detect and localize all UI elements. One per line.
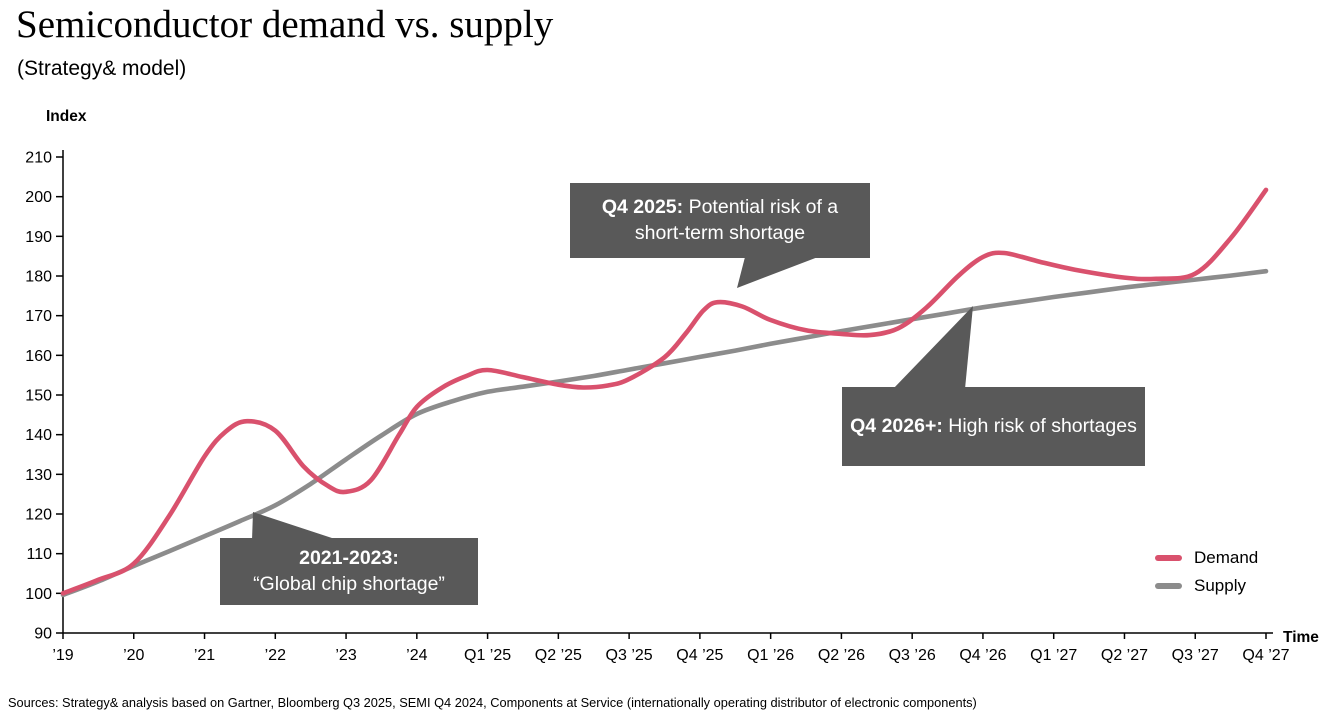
annotation-label: Q4 2026+: [850, 414, 943, 437]
sources-note: Sources: Strategy& analysis based on Gar… [8, 695, 977, 710]
y-tick-label: 130 [25, 467, 52, 484]
x-tick-label: Q1 ’25 [464, 647, 511, 664]
y-tick-label: 150 [25, 388, 52, 405]
annotation-2021-2023-callout: 2021-2023: “Global chip shortage” [220, 538, 478, 605]
annotation-tail [893, 306, 973, 389]
series-line-demand [60, 187, 1269, 596]
y-tick-label: 180 [25, 269, 52, 286]
y-tick-label: 120 [25, 507, 52, 524]
x-tick-label: Q4 ’25 [676, 647, 723, 664]
annotation-q4-2025-callout: Q4 2025: Potential risk of a short-term … [570, 183, 870, 258]
x-tick-label: Q2 ’25 [535, 647, 582, 664]
legend-item-supply: Supply [1155, 572, 1258, 600]
x-tick-label: Q3 ’26 [889, 647, 936, 664]
x-axis-title: Time [1283, 629, 1319, 646]
y-tick-label: 200 [25, 189, 52, 206]
x-tick-label: Q4 ’27 [1242, 647, 1289, 664]
legend-label: Supply [1194, 576, 1246, 595]
x-tick-label: ’19 [52, 647, 73, 664]
y-tick-label: 190 [25, 229, 52, 246]
x-tick-label: Q3 ’25 [606, 647, 653, 664]
annotation-label: 2021-2023: [299, 547, 399, 570]
y-axis-title: Index [46, 108, 87, 125]
y-tick-label: 140 [25, 427, 52, 444]
page-subtitle: (Strategy& model) [17, 57, 187, 80]
x-tick-label: Q2 ’26 [818, 647, 865, 664]
x-tick-label: ’24 [406, 647, 427, 664]
legend: Demand Supply [1155, 544, 1258, 600]
supply-line-swatch [1155, 583, 1182, 589]
series-line-supply [60, 268, 1269, 598]
x-tick-label: ’23 [335, 647, 356, 664]
y-tick-label: 170 [25, 308, 52, 325]
x-tick-label: Q3 ’27 [1172, 647, 1219, 664]
demand-line-swatch [1155, 555, 1182, 561]
x-tick-label: Q2 ’27 [1101, 647, 1148, 664]
y-tick-label: 160 [25, 348, 52, 365]
y-tick-label: 100 [25, 586, 52, 603]
annotation-tail [252, 512, 338, 540]
legend-item-demand: Demand [1155, 544, 1258, 572]
annotation-label: Q4 2025: [601, 196, 684, 219]
y-tick-label: 110 [26, 546, 52, 563]
x-tick-label: Q1 ’26 [747, 647, 794, 664]
annotation-tail [737, 257, 818, 288]
x-tick-label: Q1 ’27 [1030, 647, 1077, 664]
y-tick-label: 210 [25, 150, 52, 167]
annotation-text: Q4 2025: Potential risk of a short-term … [601, 196, 839, 244]
x-tick-label: ’22 [265, 647, 286, 664]
page-title: Semiconductor demand vs. supply [16, 3, 554, 46]
annotation-text: 2021-2023: “Global chip shortage” [253, 547, 445, 595]
x-tick-label: Q4 ’26 [959, 647, 1006, 664]
x-tick-label: ’21 [194, 647, 215, 664]
annotation-q4-2026-callout: Q4 2026+: High risk of shortages [842, 387, 1145, 466]
y-tick-label: 90 [34, 626, 52, 643]
x-tick-label: ’20 [123, 647, 144, 664]
legend-label: Demand [1194, 548, 1259, 567]
annotation-text: Q4 2026+: High risk of shortages [850, 414, 1137, 437]
